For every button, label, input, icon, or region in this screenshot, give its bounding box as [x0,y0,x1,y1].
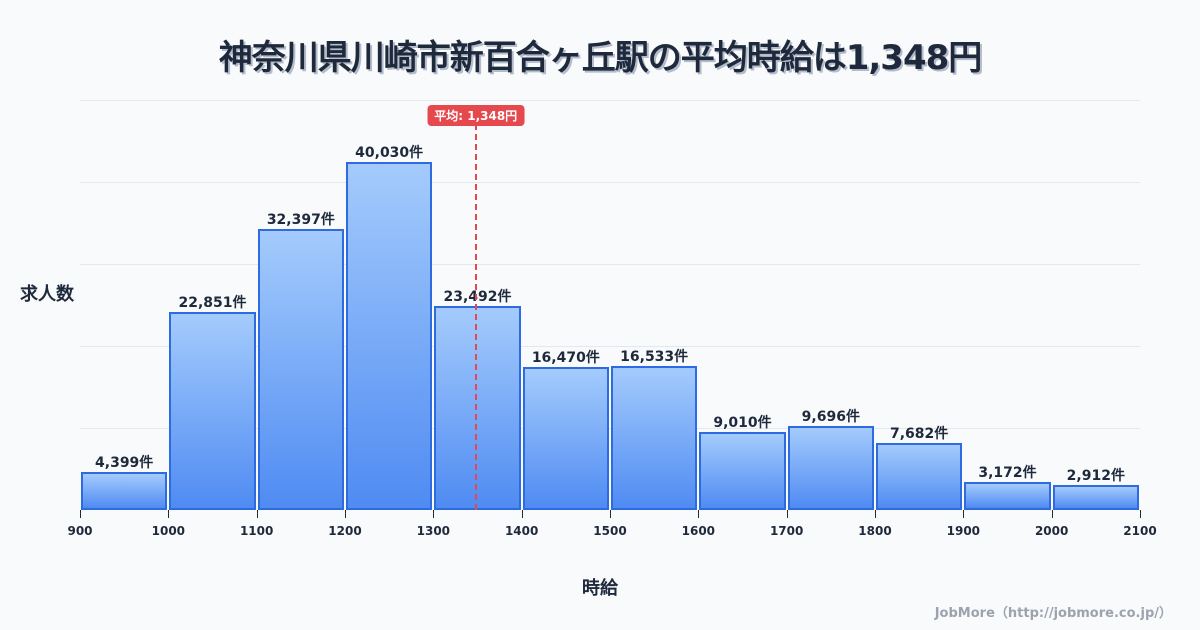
x-tick [433,510,435,518]
source-credit: JobMore（http://jobmore.co.jp/） [934,606,1172,621]
histogram-bar [1052,484,1139,510]
x-tick [168,510,170,518]
x-tick-label: 1400 [504,524,539,538]
bar-value-label: 2,912件 [1066,467,1125,484]
histogram-bar [81,471,168,510]
x-tick [80,510,81,518]
bar-value-label: 3,172件 [978,465,1037,482]
gridline [80,346,1140,347]
bar-value-label: 32,397件 [266,211,335,228]
histogram-bar [787,425,874,510]
histogram-bar [434,305,521,510]
histogram-bar [964,482,1051,510]
histogram-bar [876,443,963,510]
y-axis-label: 求人数 [20,284,74,305]
x-tick-label: 1500 [593,524,627,538]
histogram-bar [522,366,609,510]
bar-value-label: 16,533件 [620,349,689,366]
bar-value-label: 9,010件 [713,414,772,431]
x-tick [521,510,523,518]
chart-title: 神奈川県川崎市新百合ヶ丘駅の平均時給は1,348円 [218,38,983,78]
x-tick-label: 1000 [151,524,186,538]
x-tick [610,510,611,518]
gridline [80,264,1140,265]
x-tick-label: 1200 [328,524,362,538]
average-line [474,124,477,510]
x-tick-label: 900 [67,524,93,538]
bar-value-label: 23,492件 [443,288,512,305]
bar-value-label: 9,696件 [801,408,860,425]
x-tick [875,510,876,518]
bar-value-label: 22,851件 [178,294,247,311]
average-badge: 平均: 1,348円 [427,105,525,126]
gridline [80,428,1140,429]
x-tick [345,510,346,518]
x-tick-label: 1100 [239,524,274,538]
x-axis-label: 時給 [582,578,618,599]
x-tick [698,510,700,518]
x-tick [1051,510,1053,518]
x-tick [963,510,965,518]
x-tick [256,510,258,518]
bar-value-label: 40,030件 [355,145,424,162]
histogram-plot-area: 4,399件 22,851件 32,397件 40,030件 23,492件 16,470… [67,100,1157,538]
histogram-bar [611,366,698,510]
histogram-bar [169,311,256,510]
x-tick-label: 1600 [681,524,716,538]
histogram-bar [346,162,433,510]
x-tick-label: 1800 [858,524,892,538]
gridline [80,182,1140,183]
bar-value-label: 16,470件 [531,349,600,366]
x-tick-label: 2100 [1123,524,1157,538]
x-tick-label: 1900 [946,524,981,538]
bar-value-label: 7,682件 [890,426,949,443]
histogram-bar [699,431,786,510]
x-tick [786,510,788,518]
x-tick [1140,510,1141,518]
bar-value-label: 4,399件 [95,454,154,471]
gridline [80,100,1140,101]
x-tick-label: 1700 [769,524,804,538]
x-tick-label: 1300 [416,524,451,538]
x-tick-label: 2000 [1034,524,1069,538]
histogram-bar [257,228,344,510]
